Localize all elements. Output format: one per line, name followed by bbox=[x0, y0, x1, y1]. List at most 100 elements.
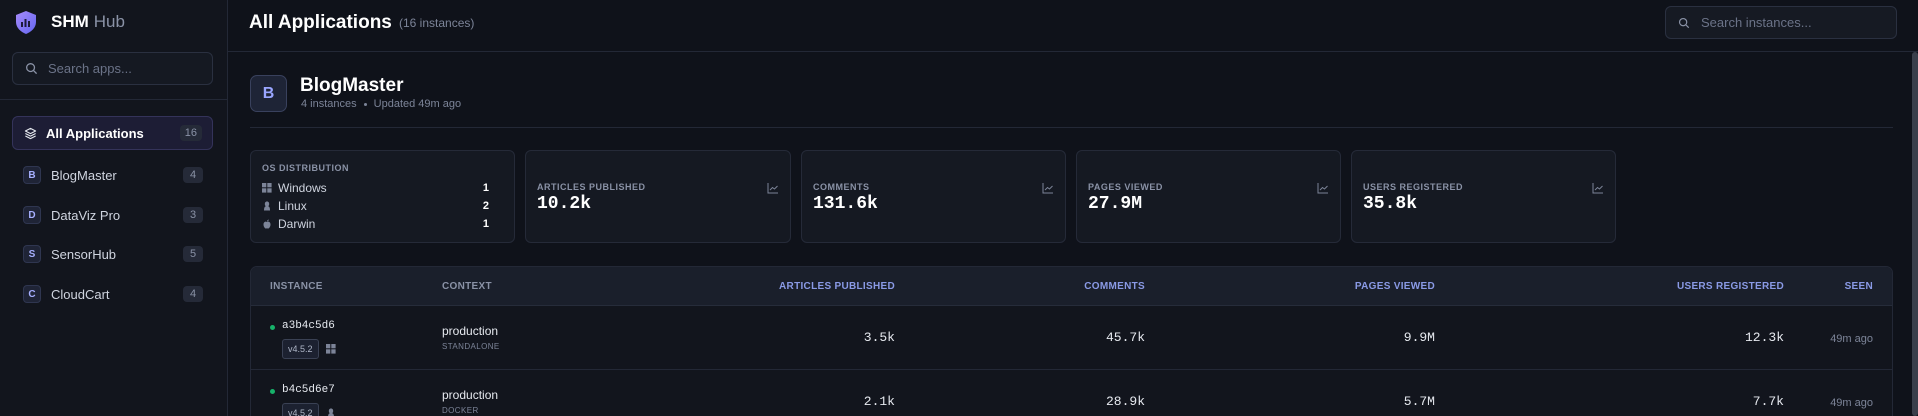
column-header-users-registered[interactable]: USERS REGISTERED bbox=[1676, 281, 1784, 292]
line-chart-icon[interactable] bbox=[1317, 182, 1329, 194]
nav-all-label: All Applications bbox=[46, 125, 144, 141]
cell-comments: 45.7k bbox=[1105, 330, 1145, 345]
nav-all-applications[interactable]: All Applications 16 bbox=[12, 116, 213, 150]
cell-users-registered: 7.7k bbox=[1752, 394, 1784, 409]
app-meta: 4 instances Updated 49m ago bbox=[301, 98, 461, 110]
sidebar-item-label: BlogMaster bbox=[51, 167, 117, 183]
card-label: OS DISTRIBUTION bbox=[262, 163, 350, 173]
shield-logo-icon bbox=[16, 11, 36, 34]
online-status-dot bbox=[270, 389, 275, 394]
nav-all-count: 16 bbox=[179, 125, 202, 141]
sidebar-item-count: 5 bbox=[183, 246, 203, 262]
sidebar: SHM Hub All Applications 16 B BlogMaster… bbox=[0, 0, 228, 416]
metric-card-pages-viewed: PAGES VIEWED 27.9M bbox=[1076, 150, 1341, 243]
app-title: BlogMaster bbox=[300, 75, 404, 96]
app-letter-avatar: S bbox=[23, 245, 41, 263]
app-search-input[interactable] bbox=[48, 61, 198, 76]
os-name: Darwin bbox=[278, 217, 316, 231]
context-name: production bbox=[442, 388, 499, 402]
column-header-articles-published[interactable]: ARTICLES PUBLISHED bbox=[779, 281, 895, 292]
card-label: ARTICLES PUBLISHED bbox=[537, 182, 646, 192]
column-header-context[interactable]: CONTEXT bbox=[442, 281, 492, 292]
section-divider bbox=[250, 127, 1893, 128]
column-header-instance[interactable]: INSTANCE bbox=[270, 281, 323, 292]
page-title: All Applications bbox=[249, 12, 392, 33]
brand-name: SHM bbox=[51, 12, 89, 31]
os-row-linux: Linux 2 bbox=[262, 198, 500, 214]
metric-card-articles-published: ARTICLES PUBLISHED 10.2k bbox=[525, 150, 791, 243]
line-chart-icon[interactable] bbox=[1592, 182, 1604, 194]
scrollbar[interactable] bbox=[1912, 52, 1918, 416]
column-header-comments[interactable]: COMMENTS bbox=[1084, 281, 1145, 292]
version-badge: v4.5.2 bbox=[282, 339, 319, 359]
linux-icon bbox=[328, 408, 334, 416]
line-chart-icon[interactable] bbox=[767, 182, 779, 194]
sidebar-item-count: 3 bbox=[183, 207, 203, 223]
apple-icon bbox=[263, 219, 271, 229]
sidebar-item-count: 4 bbox=[183, 167, 203, 183]
context-mode: STANDALONE bbox=[442, 342, 500, 351]
table-header: INSTANCE CONTEXT ARTICLES PUBLISHED COMM… bbox=[251, 267, 1892, 306]
metric-card-users-registered: USERS REGISTERED 35.8k bbox=[1351, 150, 1616, 243]
column-header-pages-viewed[interactable]: PAGES VIEWED bbox=[1354, 281, 1435, 292]
column-header-seen[interactable]: SEEN bbox=[1844, 281, 1873, 292]
os-distribution-card: OS DISTRIBUTION Windows 1 Linux 2 Darwin… bbox=[250, 150, 515, 243]
sidebar-item-count: 4 bbox=[183, 286, 203, 302]
os-name: Linux bbox=[278, 199, 307, 213]
cell-pages-viewed: 5.7M bbox=[1403, 394, 1435, 409]
card-label: USERS REGISTERED bbox=[1363, 182, 1464, 192]
card-value: 131.6k bbox=[813, 194, 878, 214]
card-label: COMMENTS bbox=[813, 182, 870, 192]
instances-table: INSTANCE CONTEXT ARTICLES PUBLISHED COMM… bbox=[250, 266, 1893, 416]
metric-card-comments: COMMENTS 131.6k bbox=[801, 150, 1066, 243]
table-row[interactable]: a3b4c5d6 v4.5.2 production STANDALONE 3.… bbox=[251, 307, 1892, 370]
search-icon bbox=[1678, 17, 1690, 28]
meta-separator-dot bbox=[363, 102, 367, 106]
card-value: 27.9M bbox=[1088, 194, 1143, 214]
instance-id: a3b4c5d6 bbox=[282, 320, 335, 332]
cell-articles-published: 3.5k bbox=[863, 330, 895, 345]
os-count: 1 bbox=[482, 218, 489, 230]
app-updated: Updated 49m ago bbox=[373, 98, 462, 110]
sidebar-item-blogmaster[interactable]: B BlogMaster 4 bbox=[12, 158, 213, 192]
brand[interactable]: SHM Hub bbox=[0, 0, 227, 44]
instance-id: b4c5d6e7 bbox=[282, 384, 335, 396]
app-letter-avatar: D bbox=[23, 206, 41, 224]
cell-seen: 49m ago bbox=[1830, 333, 1873, 345]
card-value: 10.2k bbox=[537, 194, 592, 214]
app-letter-avatar: C bbox=[23, 285, 41, 303]
scrollbar-thumb[interactable] bbox=[1912, 52, 1918, 416]
instance-search-input[interactable] bbox=[1701, 15, 1881, 30]
context-mode: DOCKER bbox=[442, 406, 479, 415]
version-badge: v4.5.2 bbox=[282, 403, 319, 416]
app-letter-avatar: B bbox=[23, 166, 41, 184]
cell-articles-published: 2.1k bbox=[863, 394, 895, 409]
sidebar-divider bbox=[0, 99, 227, 100]
cell-pages-viewed: 9.9M bbox=[1403, 330, 1435, 345]
linux-icon bbox=[264, 201, 270, 211]
cell-seen: 49m ago bbox=[1830, 397, 1873, 409]
instance-search-box[interactable] bbox=[1665, 6, 1897, 39]
os-count: 2 bbox=[482, 200, 489, 212]
sidebar-item-cloudcart[interactable]: C CloudCart 4 bbox=[12, 277, 213, 311]
windows-icon bbox=[262, 183, 272, 193]
app-search-box[interactable] bbox=[12, 52, 213, 85]
card-value: 35.8k bbox=[1363, 194, 1418, 214]
line-chart-icon[interactable] bbox=[1042, 182, 1054, 194]
windows-icon bbox=[326, 344, 336, 354]
card-label: PAGES VIEWED bbox=[1088, 182, 1163, 192]
sidebar-item-label: SensorHub bbox=[51, 246, 117, 262]
brand-suffix: Hub bbox=[93, 12, 125, 31]
app-instance-count: 4 instances bbox=[301, 98, 357, 110]
cell-comments: 28.9k bbox=[1105, 394, 1145, 409]
sidebar-item-label: DataViz Pro bbox=[51, 207, 121, 223]
page-header: All Applications (16 instances) bbox=[228, 0, 1918, 52]
context-name: production bbox=[442, 324, 499, 338]
cell-users-registered: 12.3k bbox=[1744, 330, 1784, 345]
app-avatar: B bbox=[250, 75, 287, 112]
sidebar-item-sensorhub[interactable]: S SensorHub 5 bbox=[12, 237, 213, 271]
layers-icon bbox=[24, 127, 37, 139]
sidebar-item-dataviz-pro[interactable]: D DataViz Pro 3 bbox=[12, 198, 213, 232]
table-row[interactable]: b4c5d6e7 v4.5.2 production DOCKER 2.1k 2… bbox=[251, 371, 1892, 416]
search-icon bbox=[26, 63, 38, 75]
